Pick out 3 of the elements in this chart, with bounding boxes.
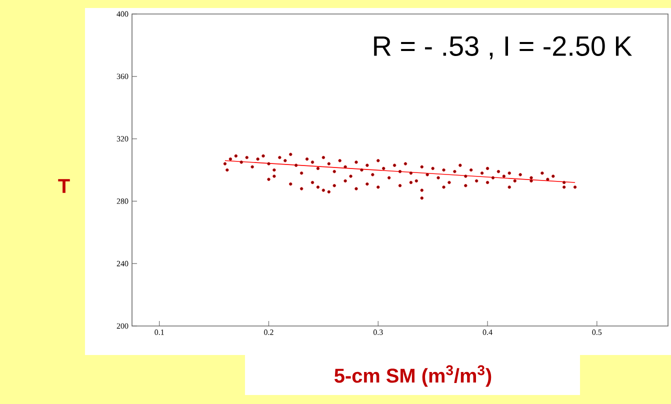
y-axis-title: T — [58, 179, 70, 193]
x-axis-title: 5-cm SM (m$^{3}$/m$^{3}$) — [334, 365, 492, 387]
annotation: R = - .53 , I = -2.50 K — [374, 36, 632, 60]
